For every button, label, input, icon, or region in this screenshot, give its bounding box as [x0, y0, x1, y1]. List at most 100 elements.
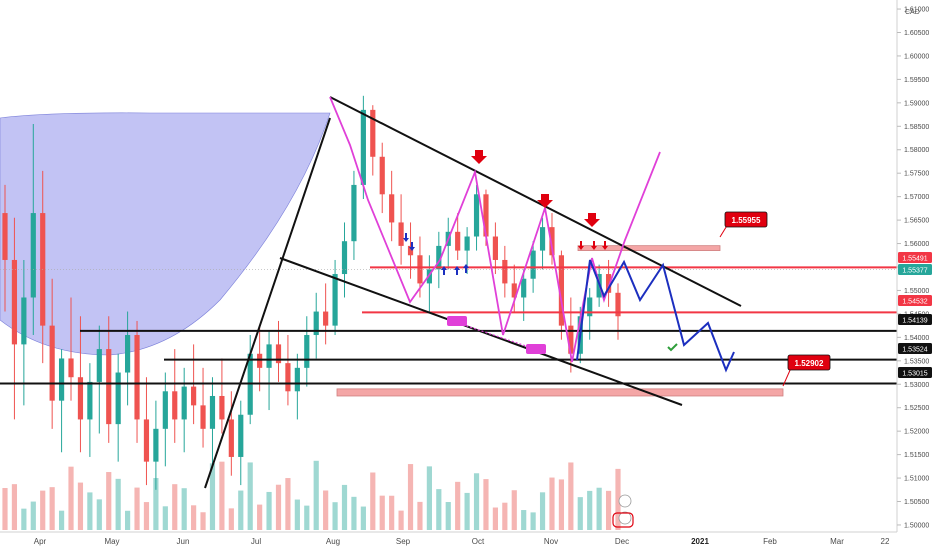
cup-shape: [0, 112, 331, 356]
y-tick-label: 1.51500: [904, 452, 929, 459]
volume-bar: [257, 504, 263, 530]
price-tag-bg: [898, 252, 932, 263]
red-arrows: [471, 150, 608, 250]
volume-bar: [558, 479, 565, 530]
y-tick-label: 1.53500: [904, 358, 929, 365]
candle-body: [153, 428, 159, 462]
callout-upper: 1.55955: [719, 211, 768, 238]
y-tick-label: 1.53000: [904, 382, 929, 389]
candle-body: [106, 349, 112, 425]
volume-bar: [285, 478, 291, 530]
price-tag: 1.55377: [898, 264, 932, 275]
candle-body: [275, 344, 282, 364]
y-tick-label: 1.57000: [904, 194, 929, 201]
candle-body: [539, 227, 546, 251]
candle-body: [162, 391, 168, 429]
currency-label: CAD: [905, 9, 920, 16]
candle-body: [332, 274, 338, 326]
volume-bar: [587, 490, 593, 530]
price-tag-value: 1.54532: [902, 299, 927, 306]
volume-bar: [134, 487, 140, 530]
y-tick-label: 1.54000: [904, 335, 929, 342]
candle-body: [125, 335, 131, 373]
candle-body: [11, 259, 18, 345]
volume-bar: [143, 502, 150, 530]
volume-bar: [238, 490, 244, 530]
candle-body: [304, 335, 310, 368]
x-tick-label: Nov: [544, 537, 558, 546]
candle-body: [96, 349, 102, 382]
price-axis[interactable]: 1.61000 1.60500 1.60000 1.59500 1.59000 1.585…: [896, 0, 929, 532]
arrow-down-icon: [403, 233, 409, 242]
candle-body: [2, 213, 8, 260]
volume-bar: [379, 495, 385, 530]
candle-body: [558, 255, 565, 326]
price-tag-value: 1.53524: [902, 347, 927, 354]
volume-bar: [191, 505, 197, 530]
volume-bar: [30, 501, 36, 530]
volume-bar: [162, 506, 168, 530]
projection-path: [576, 259, 735, 373]
volume-bar: [200, 512, 206, 530]
candle-body: [200, 405, 206, 429]
candle-body: [351, 184, 357, 242]
candle-body: [266, 344, 272, 368]
volume-bar: [77, 482, 84, 530]
candle-body: [228, 419, 234, 457]
candle-body: [417, 255, 423, 284]
candle-body: [341, 241, 348, 275]
volume-bar: [473, 473, 480, 530]
x-tick-label: Feb: [763, 537, 777, 546]
price-tag-bg: [898, 264, 932, 275]
callout-lower-value: 1.52902: [795, 359, 824, 368]
x-tick-label: 2021: [691, 537, 709, 546]
volume-bar: [58, 510, 65, 530]
y-tick-label: 1.59500: [904, 77, 929, 84]
volume-bar: [521, 510, 527, 530]
candle-body: [143, 419, 150, 462]
volume-bar: [219, 461, 225, 530]
candle-body: [436, 245, 442, 270]
price-zones: [336, 245, 784, 397]
candle-body: [464, 236, 470, 251]
volume-bar: [228, 508, 234, 530]
volume-bar: [389, 495, 395, 530]
x-tick-label: Jun: [177, 537, 190, 546]
candle-body: [313, 311, 319, 336]
check-icon: [667, 343, 678, 352]
candle-body: [68, 358, 74, 378]
volume-bar: [436, 489, 442, 530]
x-tick-label: Dec: [615, 537, 629, 546]
volume-bar: [502, 502, 508, 530]
price-tags: 1.55491 1.55377 1.54532 1.54139 1.53524 1.530…: [898, 252, 932, 378]
volume-bar: [455, 481, 461, 530]
arrow-down-icon: [409, 242, 415, 251]
volume-bar: [87, 492, 93, 530]
volume-bar: [115, 478, 121, 530]
y-tick-label: 1.58000: [904, 147, 929, 154]
candle-body: [521, 278, 527, 298]
candle-body: [87, 381, 93, 420]
time-axis[interactable]: Apr May Jun Jul Aug Sep Oct Nov Dec 2021 Feb Mar 22: [0, 531, 897, 546]
y-tick-label: 1.59000: [904, 100, 929, 107]
price-tag: 1.53524: [898, 343, 932, 354]
volume-bar: [568, 462, 574, 530]
volume-bar: [341, 484, 348, 530]
volume-bars: [2, 460, 621, 530]
volume-bar: [511, 490, 517, 530]
candle-body: [115, 372, 121, 425]
candle-body: [323, 311, 329, 326]
volume-bar: [370, 472, 376, 530]
candle-body: [209, 395, 216, 429]
volume-bar: [445, 502, 451, 530]
volume-bar: [360, 506, 366, 530]
y-tick-label: 1.58500: [904, 124, 929, 131]
arrow-down-icon: [584, 213, 600, 227]
volume-bar: [605, 490, 612, 530]
candle-body: [587, 297, 593, 317]
x-tick-label: Jul: [251, 537, 261, 546]
y-tick-label: 1.55000: [904, 288, 929, 295]
volume-bar: [483, 479, 489, 530]
arrow-down-icon: [578, 241, 584, 250]
price-tag-value: 1.53015: [902, 371, 927, 378]
